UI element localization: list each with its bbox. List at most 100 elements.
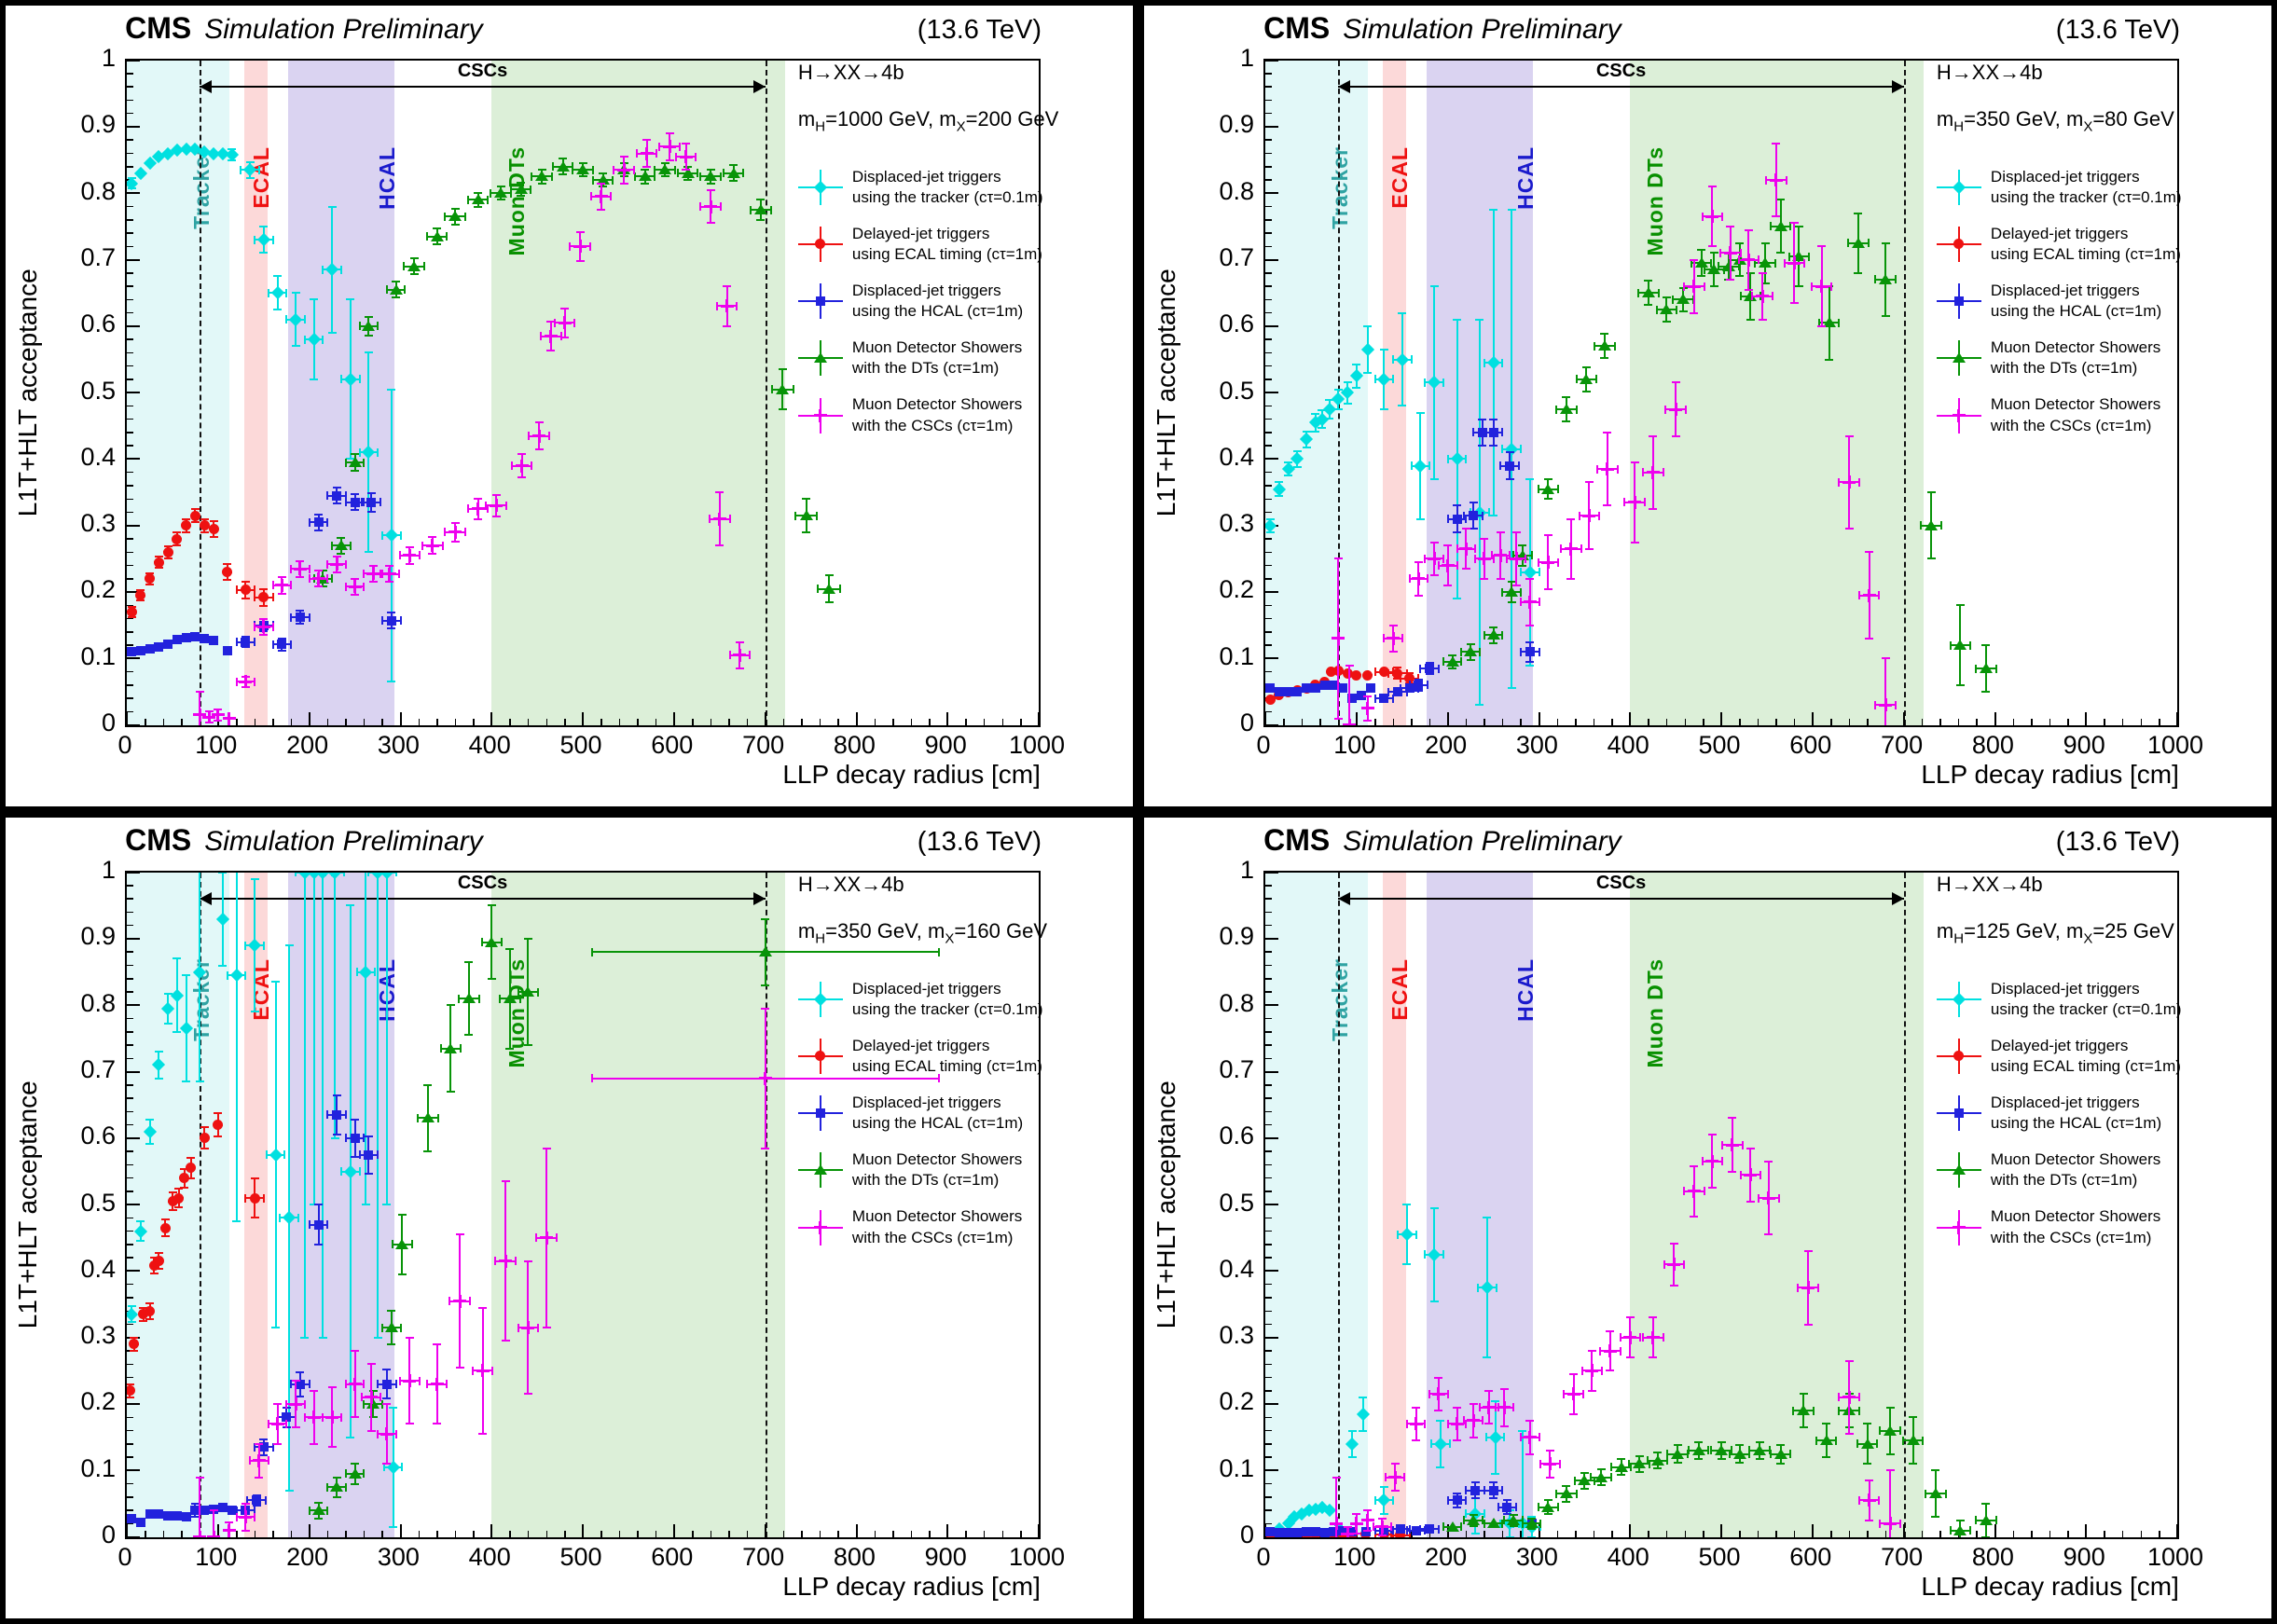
error-bar-cap (1318, 426, 1327, 429)
error-bar-cap (573, 318, 576, 327)
x-minor-tick (1319, 718, 1321, 725)
error-bar-cap (1764, 1160, 1773, 1163)
error-bar-cap (1609, 1463, 1612, 1472)
error-bar-cap (190, 521, 200, 524)
cross-marker (1341, 1532, 1355, 1535)
legend-entries: Displaced-jet triggers using the tracker … (1936, 979, 2264, 1248)
error-bar-cap (1359, 1429, 1368, 1432)
cross-marker (813, 1226, 827, 1229)
y-minor-tick (1265, 1017, 1273, 1020)
x-minor-tick (600, 718, 602, 725)
error-bar-cap (464, 960, 474, 963)
error-bar-cap (149, 1273, 159, 1275)
x-major-tick (399, 1523, 402, 1537)
square-marker (1425, 664, 1435, 674)
error-bar-cap (1764, 1233, 1773, 1236)
error-bar-cap (1465, 454, 1468, 463)
error-bar-cap (1690, 1164, 1699, 1167)
triangle-marker (1715, 1444, 1729, 1455)
error-bar-cap (1673, 1444, 1682, 1447)
x-minor-tick (1611, 718, 1613, 725)
triangle-marker (1677, 294, 1690, 305)
dashed-boundary-line (765, 60, 767, 725)
error-bar-cap (537, 182, 546, 185)
triangle-marker (681, 167, 695, 178)
muon-dts-band (1630, 872, 1925, 1537)
y-minor-tick (1265, 245, 1273, 248)
error-bar-cap (1429, 285, 1439, 288)
x-tick-label: 900 (2063, 731, 2105, 759)
cscs-region-label: CSCs (1595, 60, 1647, 81)
cross-marker (289, 1402, 303, 1406)
y-minor-tick (127, 670, 134, 673)
error-bar-cap (1402, 1473, 1405, 1482)
cross-marker (1667, 1262, 1681, 1266)
error-bar-cap (267, 288, 269, 297)
y-minor-tick (127, 1123, 134, 1126)
mass-label: mH=125 GeV, mX=25 GeV (1936, 919, 2174, 947)
y-minor-tick (1265, 1509, 1273, 1511)
triangle-marker (556, 160, 570, 172)
error-bar-cap (1501, 358, 1504, 367)
triangle-marker (494, 187, 508, 199)
cscs-arrow (1338, 897, 1904, 900)
error-bar-cap (1739, 248, 1742, 257)
y-minor-tick (127, 351, 134, 354)
error-bar-cap (433, 1342, 442, 1345)
error-bar-cap (139, 1319, 148, 1322)
error-bar-cap (1392, 1495, 1395, 1505)
y-minor-tick (127, 1496, 134, 1498)
error-bar-cap (1799, 1393, 1808, 1396)
legend-entries: Displaced-jet triggers using the tracker … (797, 167, 1125, 436)
circle-marker (208, 523, 219, 534)
x-minor-tick (236, 718, 238, 725)
error-bar-cap (761, 1007, 770, 1010)
circle-marker (1362, 669, 1373, 681)
error-bar-cap (542, 1147, 551, 1149)
error-bar-cap (1428, 461, 1431, 471)
simulation-label: Simulation Preliminary (204, 14, 483, 45)
error-bar-cap (1707, 1134, 1717, 1136)
error-bar-cap (1481, 1416, 1484, 1425)
error-bar-cap (1969, 640, 1972, 650)
error-bar-cap (1505, 477, 1514, 480)
error-bar-cap (1345, 664, 1354, 667)
error-bar-cap (1538, 647, 1540, 656)
error-bar-cap (446, 1004, 455, 1007)
legend-entry-text: Displaced-jet triggers using the tracker … (851, 167, 1043, 206)
error-bar-cap (1672, 295, 1675, 304)
dashed-boundary-line (765, 872, 767, 1537)
square-marker (181, 632, 191, 642)
triangle-marker (1744, 290, 1758, 301)
cross-marker (1343, 723, 1357, 725)
square-marker (1310, 1526, 1320, 1536)
error-bar-cap (190, 1516, 200, 1519)
error-bar-cap (1981, 1535, 1991, 1537)
error-bar-cap (1363, 1509, 1373, 1512)
error-bar-cap (380, 1393, 382, 1402)
error-bar-cap (778, 408, 787, 410)
x-minor-tick (381, 718, 383, 725)
error-bar-cap (501, 1340, 510, 1342)
error-bar-cap (793, 385, 795, 394)
error-bar-cap (389, 1525, 398, 1528)
square-marker (145, 1508, 155, 1519)
cscs-arrow-left-head (1338, 891, 1351, 905)
error-bar-cap (1817, 324, 1827, 327)
diamond-marker (1414, 459, 1428, 473)
error-bar (199, 1477, 201, 1537)
tracker-marker-icon (797, 167, 843, 208)
error-bar-cap (1474, 554, 1477, 563)
x-major-tick (1902, 711, 1905, 725)
y-tick-label: 0.5 (80, 376, 116, 405)
error-bar-cap (1717, 1458, 1726, 1461)
error-bar-cap (235, 1506, 238, 1515)
error-bar-cap (678, 142, 681, 151)
error-bar-cap (1408, 1531, 1411, 1537)
error-bar-cap (450, 223, 460, 226)
error-bar-cap (1436, 1419, 1445, 1422)
energy-label: (13.6 TeV) (917, 827, 1042, 857)
error-bar-cap (1410, 461, 1413, 471)
y-minor-tick (127, 631, 134, 633)
triangle-marker (1953, 1524, 1967, 1535)
